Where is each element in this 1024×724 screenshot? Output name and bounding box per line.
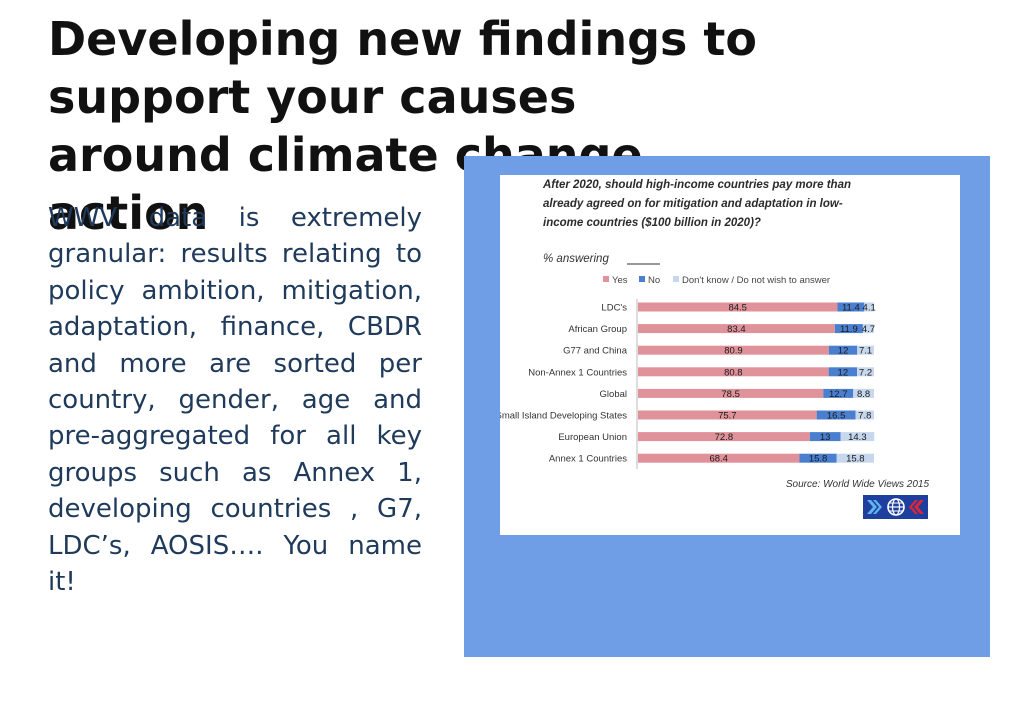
chart-title-line: income countries ($100 billion in 2020)?	[543, 217, 761, 229]
legend-label: Yes	[612, 275, 628, 286]
category-label: Non-Annex 1 Countries	[528, 367, 627, 378]
bar-segment	[855, 410, 874, 420]
chart-title-line: After 2020, should high-income countries…	[542, 179, 851, 191]
category-label: LDC's	[601, 303, 627, 314]
bar-segment	[862, 324, 874, 334]
bar-segment	[857, 367, 874, 377]
data-label: 7.1	[859, 346, 872, 357]
data-label: 15.8	[846, 454, 865, 465]
legend-swatch	[639, 276, 645, 282]
wwv-logo-icon	[863, 495, 928, 519]
category-label: G77 and China	[563, 346, 628, 357]
chart-card: After 2020, should high-income countries…	[500, 175, 960, 535]
data-label: 13	[820, 432, 831, 443]
stacked-bar-chart: After 2020, should high-income countries…	[500, 179, 930, 519]
category-label: Global	[600, 389, 627, 400]
bar-segment	[799, 453, 837, 463]
data-label: 11.4	[842, 303, 860, 314]
bar-segment	[638, 324, 835, 334]
data-label: 12.7	[829, 389, 848, 400]
bar-segment	[638, 453, 800, 463]
data-label: 68.4	[709, 454, 728, 465]
bar-segment	[834, 324, 863, 334]
data-label: 14.3	[848, 432, 867, 443]
bar-segment	[638, 345, 829, 355]
chart-subtitle: % answering	[543, 253, 609, 265]
data-label: 80.8	[724, 367, 743, 378]
data-label: 12	[838, 346, 849, 357]
bar-segment	[638, 410, 817, 420]
bar-segment	[828, 345, 858, 355]
bar-segment	[836, 453, 874, 463]
data-label: 72.8	[715, 432, 734, 443]
data-label: 75.7	[718, 411, 737, 422]
chart-source: Source: World Wide Views 2015	[786, 479, 930, 490]
bars: LDC's 84.5 11.4 4.1 African Group 83.4 11.9 4.7…	[500, 302, 876, 465]
data-label: 84.5	[728, 303, 747, 314]
bar-segment	[638, 367, 829, 377]
data-label: 83.4	[727, 324, 746, 335]
legend-swatch	[603, 276, 609, 282]
bar-segment	[816, 410, 856, 420]
slide-title: Developing new findings to support your …	[48, 12, 757, 240]
bar-segment	[638, 388, 824, 398]
bar-segment	[840, 432, 875, 442]
legend-swatch	[673, 276, 679, 282]
category-label: European Union	[558, 432, 627, 443]
bar-segment	[837, 302, 865, 312]
legend-label: Don't know / Do not wish to answer	[682, 275, 830, 286]
category-label: African Group	[568, 324, 627, 335]
data-label: 4.1	[863, 303, 876, 314]
category-label: Small Island Developing States	[500, 411, 627, 422]
bar-segment	[823, 388, 854, 398]
bar-segment	[853, 388, 874, 398]
data-label: 7.8	[858, 411, 871, 422]
category-label: Annex 1 Countries	[549, 454, 627, 465]
data-label: 78.5	[721, 389, 740, 400]
data-label: 8.8	[857, 389, 870, 400]
body-text: WWV data is extremely granular: results …	[48, 203, 422, 598]
data-label: 7.2	[859, 367, 872, 378]
chart-title-line: already agreed on for mitigation and ada…	[543, 198, 843, 210]
bar-segment	[638, 432, 810, 442]
bar-segment	[857, 345, 874, 355]
bar-segment	[864, 302, 874, 312]
chart-legend: Yes No Don't know / Do not wish to answer	[603, 275, 830, 286]
chart-title: After 2020, should high-income countries…	[542, 179, 851, 229]
data-label: 4.7	[862, 324, 875, 335]
data-label: 12	[838, 367, 849, 378]
data-label: 15.8	[809, 454, 828, 465]
bar-segment	[638, 302, 838, 312]
data-label: 80.9	[724, 346, 743, 357]
legend-label: No	[648, 275, 660, 286]
data-label: 11.9	[840, 324, 858, 335]
bar-segment	[828, 367, 858, 377]
bar-segment	[809, 432, 841, 442]
data-label: 16.5	[827, 411, 846, 422]
